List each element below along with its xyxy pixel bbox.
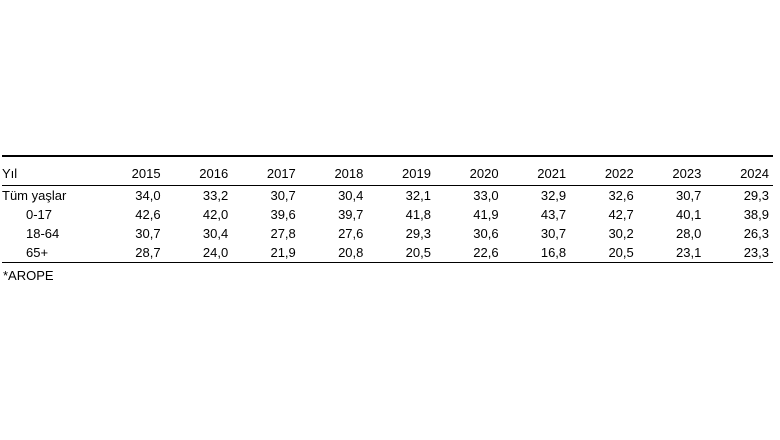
table-cell: 30,2 [608,225,634,241]
table-cell: 42,6 [135,206,161,222]
header-2018: 2018 [334,166,364,181]
table-row-0-17: 0-17 42,6 42,0 39,6 39,7 41,8 41,9 43,7 … [2,205,773,224]
row-label: 0-17 [26,206,53,222]
table-cell: 29,3 [743,187,769,203]
row-label: 65+ [26,244,49,260]
table-cell: 39,6 [270,206,296,222]
table-cell: 43,7 [540,206,567,222]
table-footnote: *AROPE [3,268,54,283]
header-row: Yıl 2015 2016 2017 2018 2019 2020 2021 2… [2,156,773,186]
header-2024: 2024 [740,166,769,181]
table-cell: 28,0 [676,225,702,241]
table-cell: 20,8 [338,244,364,260]
header-2020: 2020 [469,166,499,181]
table-cell: 42,7 [608,206,634,222]
table-cell: 41,9 [473,206,499,222]
table-cell: 39,7 [338,206,364,222]
table-cell: 30,7 [135,225,161,241]
table-cell: 30,7 [270,187,296,203]
header-2021: 2021 [537,166,567,181]
table-cell: 27,6 [338,225,364,241]
header-2023: 2023 [672,166,702,181]
table-cell: 27,8 [270,225,296,241]
table-cell: 20,5 [405,244,431,260]
arope-table-container: Yıl 2015 2016 2017 2018 2019 2020 2021 2… [2,155,773,263]
table-cell: 28,7 [135,244,161,260]
table-cell: 30,7 [676,187,702,203]
table-cell: 42,0 [202,206,229,222]
table-cell: 41,8 [405,206,431,222]
table-cell: 30,4 [202,225,229,241]
table-cell: 23,1 [676,244,702,260]
table-row-all-ages: Tüm yaşlar 34,0 33,2 30,7 30,4 32,1 33,0… [2,186,773,206]
table-cell: 22,6 [473,244,499,260]
arope-table: Yıl 2015 2016 2017 2018 2019 2020 2021 2… [2,155,773,263]
table-cell: 30,4 [338,187,364,203]
table-cell: 24,0 [202,244,229,260]
table-row-18-64: 18-64 30,7 30,4 27,8 27,6 29,3 30,6 30,7… [2,224,773,243]
table-cell: 32,9 [540,187,567,203]
table-cell: 29,3 [405,225,431,241]
table-cell: 30,7 [540,225,567,241]
table-row-65-plus: 65+ 28,7 24,0 21,9 20,8 20,5 22,6 16,8 2… [2,243,773,263]
table-cell: 33,0 [473,187,499,203]
table-cell: 20,5 [608,244,634,260]
header-2016: 2016 [199,166,229,181]
table-cell: 34,0 [135,187,161,203]
table-cell: 23,3 [743,244,769,260]
table-cell: 38,9 [743,206,769,222]
header-2017: 2017 [266,166,296,181]
table-cell: 33,2 [202,187,229,203]
table-cell: 30,6 [473,225,499,241]
table-cell: 16,8 [540,244,567,260]
row-label: Tüm yaşlar [2,187,67,203]
header-2015: 2015 [131,166,161,181]
header-2022: 2022 [604,166,634,181]
row-label: 18-64 [26,225,60,241]
header-year-label: Yıl [2,166,18,181]
table-cell: 26,3 [743,225,769,241]
table-cell: 32,1 [405,187,431,203]
header-2019: 2019 [402,166,431,181]
table-cell: 40,1 [676,206,702,222]
table-cell: 32,6 [608,187,634,203]
table-cell: 21,9 [270,244,296,260]
